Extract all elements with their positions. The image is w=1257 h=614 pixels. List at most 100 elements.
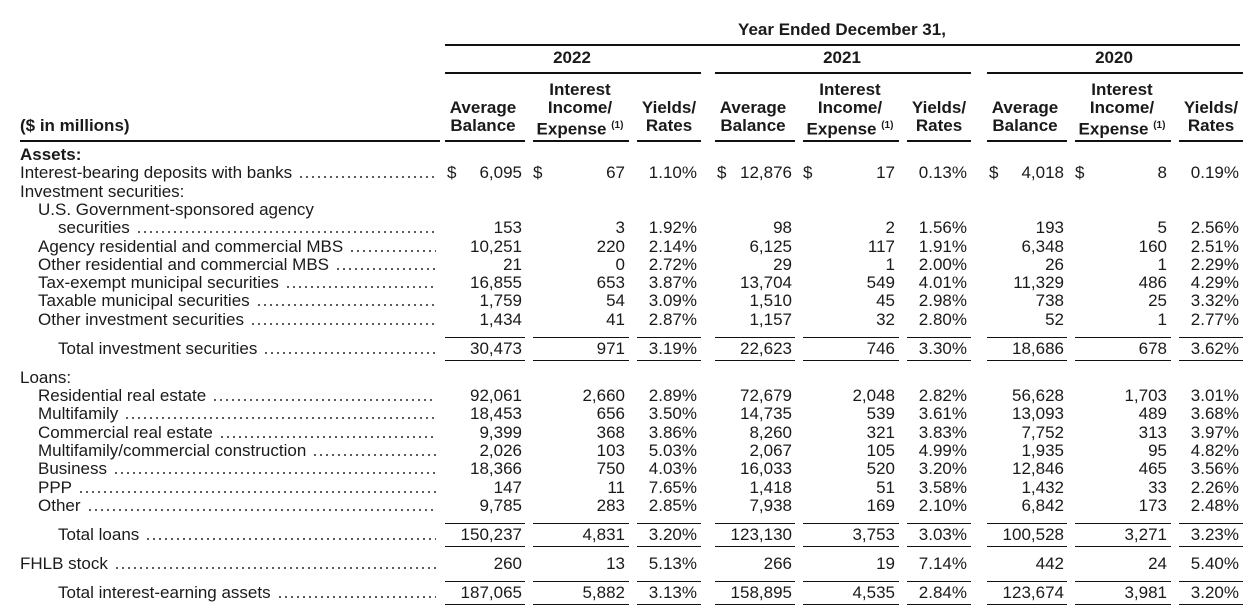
total-rule (715, 522, 795, 525)
total-rule (1179, 336, 1243, 339)
cell-value: 5.40% (1190, 553, 1239, 573)
units-label: ($ in millions) (20, 116, 130, 135)
cell-value: 147 (493, 477, 522, 497)
column-header: Income/ (547, 98, 613, 117)
total-rule (1075, 580, 1171, 583)
total-rule (445, 545, 525, 548)
cell-value: 1,759 (479, 291, 522, 311)
cell-value: 5,882 (582, 582, 625, 602)
cell-value: 3.32% (1190, 291, 1239, 311)
column-header: Expense (1) (1078, 119, 1166, 139)
cell-value: 5 (1157, 218, 1167, 238)
dot-leader (349, 249, 436, 252)
total-rule (987, 522, 1067, 525)
row-label: Multifamily/commercial construction (38, 440, 307, 460)
cell-value: 95 (1148, 440, 1167, 460)
dot-leader (135, 231, 436, 234)
row-label-wrap: Commercial real estate (38, 423, 436, 442)
total-rule (715, 580, 795, 583)
row-label-wrap: Multifamily/commercial construction (38, 440, 436, 460)
column-header: Average (449, 98, 517, 117)
cell-value: 18,453 (470, 404, 522, 424)
total-rule (907, 359, 971, 362)
total-rule (445, 580, 525, 583)
cell-value: 4,018 (1021, 163, 1064, 183)
currency-sign: $ (533, 163, 543, 183)
total-rule (803, 359, 899, 362)
cell-value: 2.89% (648, 386, 697, 405)
dot-leader (298, 176, 436, 179)
row-label: Tax-exempt municipal securities (38, 273, 279, 293)
rule (637, 140, 701, 142)
cell-value: 3,271 (1124, 524, 1167, 544)
row-label: Total investment securities (58, 338, 258, 358)
cell-value: 16,033 (740, 459, 792, 479)
total-rule (1075, 336, 1171, 339)
row-label: Loans: (20, 367, 72, 387)
total-rule (637, 359, 701, 362)
cell-value: 5.03% (648, 440, 697, 460)
column-header: Yields/ (911, 98, 967, 117)
row-label: Agency residential and commercial MBS (38, 236, 344, 256)
rule (445, 72, 701, 74)
dot-leader (312, 453, 436, 456)
cell-value: 2,067 (749, 440, 792, 460)
column-header: Rates (645, 116, 693, 135)
cell-value: 4,535 (852, 582, 895, 602)
cell-value: 3.20% (918, 459, 967, 479)
cell-value: 2.80% (918, 309, 967, 329)
row-label: Total loans (58, 524, 140, 544)
total-rule (1075, 359, 1171, 362)
column-header: Average (719, 98, 787, 117)
rule (533, 140, 629, 142)
cell-value: 7.14% (918, 553, 967, 573)
cell-value: 24 (1148, 553, 1167, 573)
cell-value: 3.20% (648, 524, 697, 544)
cell-value: 4.01% (918, 273, 967, 293)
total-rule (987, 359, 1067, 362)
cell-value: 3.56% (1190, 459, 1239, 479)
row-label: Other (38, 495, 81, 515)
cell-value: 11,329 (1013, 273, 1064, 293)
cell-value: 6,348 (1021, 236, 1064, 256)
column-header: Interest (819, 80, 881, 99)
total-rule (445, 336, 525, 339)
cell-value: 41 (606, 309, 625, 329)
rule (907, 140, 971, 142)
dot-leader (113, 566, 436, 569)
rule (715, 72, 971, 74)
dot-leader (124, 417, 436, 420)
cell-value: 2.00% (918, 254, 967, 274)
cell-value: 29 (773, 254, 792, 274)
total-rule (1179, 603, 1243, 606)
cell-value: 266 (763, 553, 792, 573)
total-rule (533, 580, 629, 583)
cell-value: 3.86% (648, 422, 697, 442)
dot-leader (145, 537, 436, 540)
rule (445, 140, 525, 142)
total-rule (803, 336, 899, 339)
total-rule (715, 359, 795, 362)
total-rule (803, 603, 899, 606)
cell-value: 3.13% (648, 582, 697, 602)
currency-sign: $ (989, 163, 999, 183)
cell-value: 1 (885, 254, 895, 274)
total-rule (533, 545, 629, 548)
cell-value: 51 (876, 477, 895, 497)
cell-value: 3.62% (1190, 338, 1239, 358)
cell-value: 9,785 (479, 495, 522, 515)
row-label: Interest-bearing deposits with banks (20, 163, 293, 183)
cell-value: 3.50% (648, 404, 697, 424)
cell-value: 3 (615, 218, 625, 238)
cell-value: 486 (1138, 273, 1167, 293)
row-label-wrap: Tax-exempt municipal securities (38, 274, 436, 292)
cell-value: 11 (607, 477, 625, 497)
cell-value: 489 (1138, 404, 1167, 424)
cell-value: 2,048 (852, 386, 895, 405)
cell-value: 738 (1035, 291, 1064, 311)
cell-value: 2.48% (1190, 495, 1239, 515)
cell-value: 160 (1138, 236, 1167, 256)
cell-value: 3.19% (648, 338, 697, 358)
row-label-wrap: Interest-bearing deposits with banks (20, 164, 436, 182)
cell-value: 25 (1148, 291, 1167, 311)
